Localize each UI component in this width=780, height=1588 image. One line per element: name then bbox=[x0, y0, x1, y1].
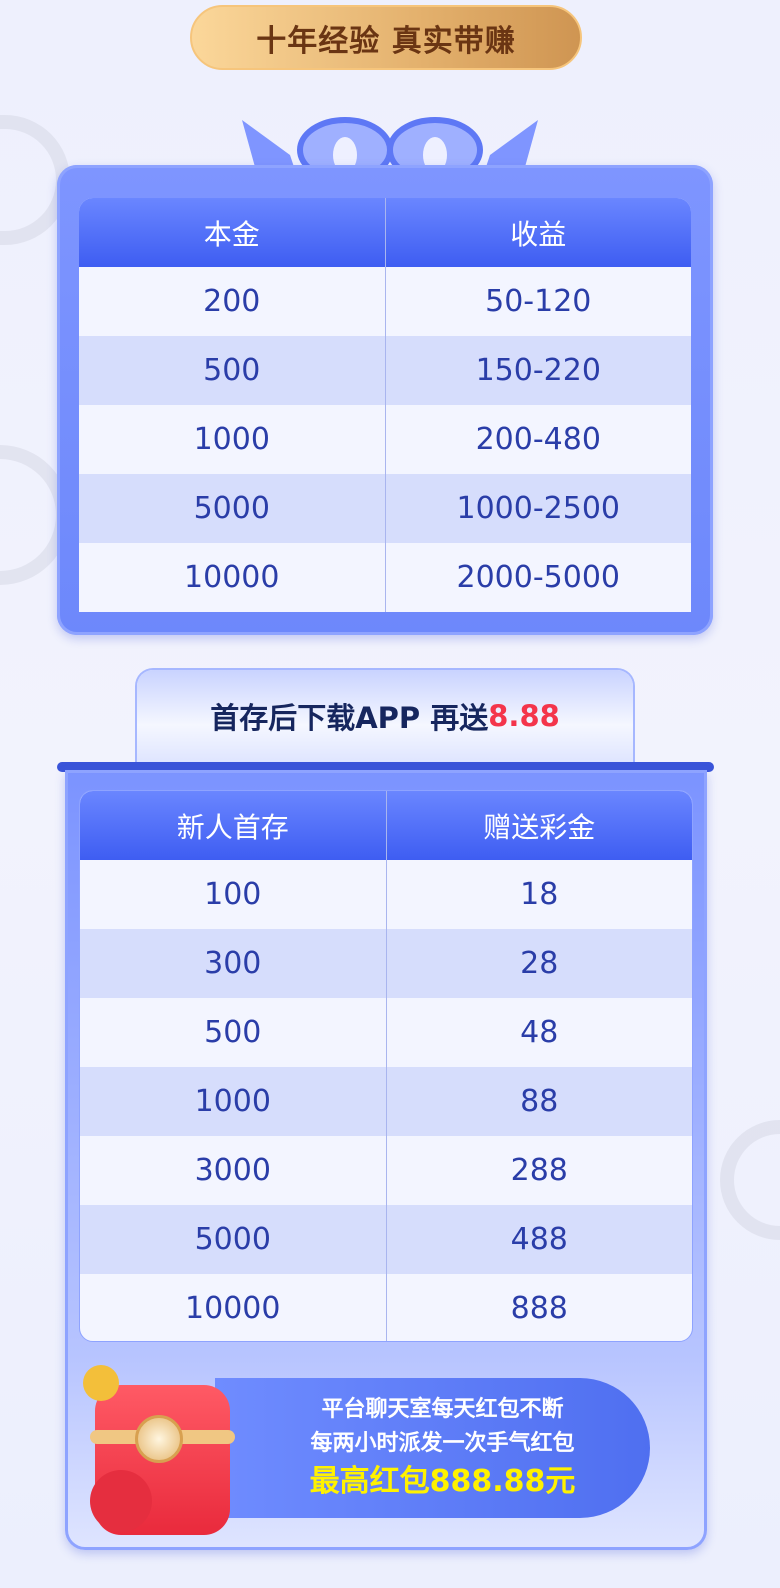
promo-line-2: 每两小时派发一次手气红包 bbox=[310, 1431, 575, 1456]
cell: 200 bbox=[79, 267, 386, 336]
cell: 500 bbox=[80, 998, 387, 1067]
title-banner: 十年经验 真实带赚 bbox=[190, 5, 582, 70]
red-packet-promo: 平台聊天室每天红包不断 每两小时派发一次手气红包 最高红包888.88元 bbox=[215, 1378, 650, 1518]
cell: 288 bbox=[510, 1153, 568, 1188]
table-row: 300 28 bbox=[80, 929, 692, 998]
cell: 50-120 bbox=[485, 284, 592, 319]
cell: 5000 bbox=[80, 1205, 387, 1274]
app-bonus-tab: 首存后下载APP 再送 8.88 bbox=[137, 670, 633, 762]
cell: 3000 bbox=[80, 1136, 387, 1205]
table-header: 新人首存 赠送彩金 bbox=[80, 791, 692, 860]
table-row: 1000 88 bbox=[80, 1067, 692, 1136]
cell: 18 bbox=[520, 877, 559, 912]
table-row: 100 18 bbox=[80, 860, 692, 929]
bonus-table: 新人首存 赠送彩金 100 18 300 28 500 48 1000 88 3000 28… bbox=[79, 790, 693, 1342]
poker-chip-decoration bbox=[720, 1120, 780, 1240]
header-return: 收益 bbox=[510, 217, 567, 251]
red-envelope-icon bbox=[83, 1365, 235, 1535]
cell: 10000 bbox=[80, 1274, 387, 1341]
cell: 10000 bbox=[79, 543, 386, 612]
title-text: 十年经验 真实带赚 bbox=[256, 23, 516, 59]
table-row: 10000 2000-5000 bbox=[79, 543, 691, 612]
earnings-table: 本金 收益 200 50-120 500 150-220 1000 200-480 50… bbox=[79, 198, 691, 612]
promo-line-1: 平台聊天室每天红包不断 bbox=[321, 1397, 564, 1422]
promo-line-3: 最高红包888.88元 bbox=[309, 1464, 576, 1499]
cell: 488 bbox=[510, 1222, 568, 1257]
cell: 500 bbox=[79, 336, 386, 405]
table-row: 500 48 bbox=[80, 998, 692, 1067]
cell: 300 bbox=[80, 929, 387, 998]
header-deposit: 新人首存 bbox=[80, 791, 387, 860]
cell: 2000-5000 bbox=[456, 560, 621, 595]
cell: 88 bbox=[520, 1084, 559, 1119]
table-row: 1000 200-480 bbox=[79, 405, 691, 474]
header-bonus: 赠送彩金 bbox=[483, 810, 596, 844]
cell: 150-220 bbox=[475, 353, 601, 388]
table-header: 本金 收益 bbox=[79, 198, 691, 267]
cell: 28 bbox=[520, 946, 559, 981]
table-row: 5000 488 bbox=[80, 1205, 692, 1274]
table-row: 500 150-220 bbox=[79, 336, 691, 405]
tab-text: 首存后下载APP 再送 bbox=[210, 701, 489, 735]
table-row: 5000 1000-2500 bbox=[79, 474, 691, 543]
tab-highlight: 8.88 bbox=[488, 699, 560, 733]
cell: 1000-2500 bbox=[456, 491, 621, 526]
header-principal: 本金 bbox=[79, 198, 386, 267]
cell: 200-480 bbox=[475, 422, 601, 457]
divider-bar bbox=[57, 762, 714, 772]
table-row: 3000 288 bbox=[80, 1136, 692, 1205]
table-row: 200 50-120 bbox=[79, 267, 691, 336]
table-row: 10000 888 bbox=[80, 1274, 692, 1341]
cell: 5000 bbox=[79, 474, 386, 543]
cell: 100 bbox=[80, 860, 387, 929]
cell: 48 bbox=[520, 1015, 559, 1050]
cell: 1000 bbox=[79, 405, 386, 474]
cell: 888 bbox=[510, 1291, 568, 1326]
cell: 1000 bbox=[80, 1067, 387, 1136]
